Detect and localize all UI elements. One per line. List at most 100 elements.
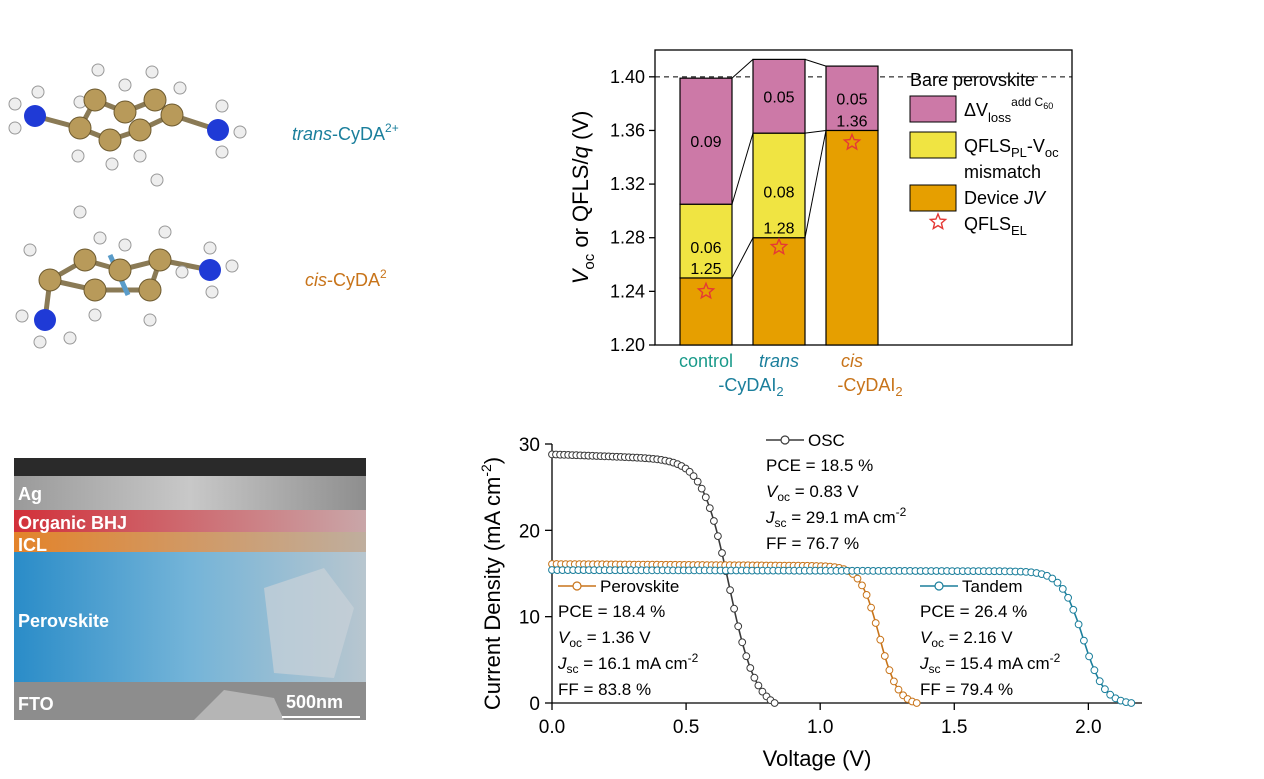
bar-loss [825,65,879,132]
x-category-label: control [679,351,733,371]
legend-label-mismatch-line2: mismatch [964,162,1041,182]
voc-qfls-bar-chart: 1.20 1.24 1.28 1.32 1.36 1.40 Voc or QFLS/q (V… [568,49,1073,399]
y-axis-label: Voc or QFLS/q (V) [568,111,598,285]
stat-jsc: Jsc = 29.1 mA cm-2 [765,505,907,530]
stat-ff: FF = 79.4 % [920,680,1013,699]
legend-title: Bare perovskite [910,70,1035,90]
legend-series-name: OSC [808,431,845,450]
jv-curve-chart: 0.0 0.5 1.0 1.5 2.0 0 10 20 30 Voltage (V) Current… [478,431,1142,771]
bar-value-label: 0.05 [836,91,867,108]
jv-data-point [750,673,759,682]
x-axis-label: Voltage (V) [763,746,872,771]
jv-data-point [705,504,714,512]
sem-layer-label: FTO [18,694,54,714]
bar-value-label: 0.08 [763,184,794,201]
bar-loss [752,58,806,134]
jv-data-point [1053,578,1062,587]
jv-data-point [1085,652,1093,661]
legend-swatch-mismatch [909,131,957,159]
legend-marker [572,581,582,591]
y-tick-label: 1.32 [610,174,645,194]
jv-data-point [1074,620,1083,629]
stat-voc: Voc = 1.36 V [558,628,651,650]
legend-series-name: Tandem [962,577,1022,596]
jv-data-point [693,477,702,486]
jv-data-point [1048,574,1057,583]
sem-layer-label: Perovskite [18,611,109,631]
jv-data-point [885,666,894,675]
jv-data-point [718,549,726,557]
jv-data-point [1090,666,1099,675]
jv-data-point [1101,685,1109,694]
cis-molecule-label: cis-CyDA2 [305,267,387,290]
stat-voc: Voc = 0.83 V [766,482,859,504]
stat-pce: PCE = 26.4 % [920,602,1027,621]
jv-data-point [1064,593,1072,602]
legend-series-name: Perovskite [600,577,679,596]
jv-data-point [1095,677,1104,686]
connector-line [731,237,754,279]
jv-data-point [1080,636,1088,645]
sem-layer-label: Ag [18,484,42,504]
bar-loss [679,77,733,205]
connector-line [804,58,827,67]
jv-data-point [1127,699,1136,707]
jv-data-point [862,591,871,599]
jv-data-point [876,635,885,644]
jv-data-point [726,586,735,595]
x-tick-label: 0.0 [539,717,565,738]
y-tick-label: 1.40 [610,67,645,87]
stat-ff: FF = 76.7 % [766,534,859,553]
stat-pce: PCE = 18.4 % [558,602,665,621]
qfls-el-star-marker [696,281,716,300]
jv-data-point [871,619,880,627]
y-tick-label: 1.36 [610,120,645,140]
legend-label-loss: ΔVlossadd C60 [964,95,1053,125]
legend-label-star: QFLSEL [964,214,1027,238]
bar-value-label: 0.05 [763,89,794,106]
jv-data-point [894,685,903,694]
y-tick-label: 20 [519,521,540,542]
x-tick-label: 1.0 [807,717,833,738]
legend-label-mismatch: QFLSPL-Voc [964,136,1059,160]
jv-data-point [867,603,876,612]
jv-data-point [734,622,743,631]
trans-molecule-label: trans-CyDA2+ [292,121,399,144]
stat-jsc: Jsc = 15.4 mA cm-2 [919,651,1061,676]
jv-data-point [853,574,862,583]
bar-value-label: 0.06 [690,240,721,257]
y-axis-label: Current Density (mA cm-2) [478,457,505,710]
jv-data-point [858,581,866,590]
bar-value-label: 1.36 [836,113,867,130]
x-tick-label: 2.0 [1075,717,1101,738]
stat-jsc: Jsc = 16.1 mA cm-2 [557,651,699,676]
y-tick-label: 30 [519,435,540,456]
jv-data-point [1058,585,1067,593]
sem-layer-label: Organic BHJ [18,513,127,533]
jv-data-point [701,493,710,502]
x-tick-label: 0.5 [673,717,699,738]
bar-value-label: 1.28 [763,221,794,238]
sem-layer-label: ICL [18,535,47,555]
legend-marker [934,581,944,591]
y-tick-label: 1.28 [610,228,645,248]
x-category-label: cis [841,351,863,371]
jv-data-point [730,604,739,613]
connector-line [804,130,827,238]
bar-device-jv [752,237,806,346]
trans-molecule-model [8,63,247,187]
qfls-el-star-marker [769,237,789,256]
jv-data-point [746,664,755,672]
x-category-label: trans [759,351,799,371]
stat-ff: FF = 83.8 % [558,680,651,699]
bar-mismatch [752,132,806,239]
stat-pce: PCE = 18.5 % [766,456,873,475]
jv-data-point [1069,605,1078,614]
bar-device-jv [825,129,879,346]
jv-data-point [1106,690,1115,699]
legend-swatch-loss [909,95,957,123]
jv-data-point [714,532,722,540]
cis-molecule-model [15,205,239,349]
